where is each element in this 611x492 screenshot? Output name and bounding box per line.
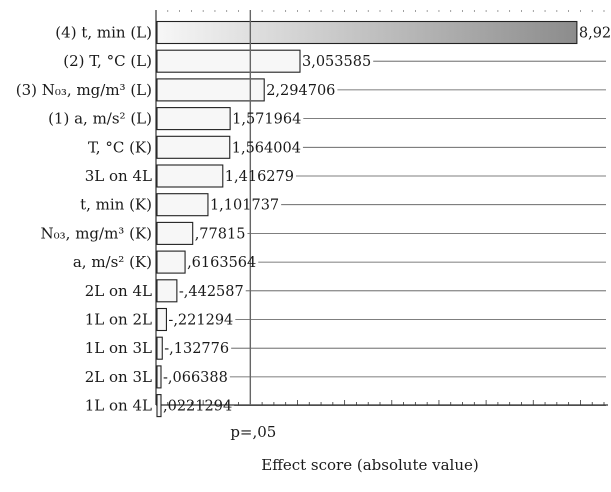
effect-bar bbox=[156, 164, 224, 188]
bar-value-label: ,6163564 bbox=[187, 255, 256, 271]
category-label: 2L on 3L bbox=[85, 368, 152, 386]
category-label: (1) a, m/s² (L) bbox=[48, 110, 152, 128]
reference-line-label: p=,05 bbox=[230, 423, 276, 441]
axes-layer bbox=[155, 10, 608, 406]
category-label: t, min (K) bbox=[80, 196, 152, 214]
bar-value-label: ,0221294 bbox=[163, 399, 232, 415]
bar-value-label: 1,564004 bbox=[232, 140, 301, 156]
bar-value-label: 1,571964 bbox=[232, 112, 301, 128]
effect-bar bbox=[156, 394, 162, 418]
effect-bar bbox=[156, 49, 301, 73]
effect-bar bbox=[156, 107, 231, 131]
category-label: 3L on 4L bbox=[85, 167, 152, 185]
category-label: (3) N₀₃, mg/m³ (L) bbox=[16, 81, 152, 99]
leader-lines-layer bbox=[229, 60, 606, 407]
bars-layer bbox=[156, 20, 578, 418]
category-label: 1L on 4L bbox=[85, 397, 152, 415]
bar-value-label: 1,101737 bbox=[210, 198, 279, 214]
effect-bar bbox=[156, 221, 194, 245]
bar-value-label: ,77815 bbox=[195, 226, 246, 242]
category-label: (4) t, min (L) bbox=[55, 24, 152, 42]
bar-value-label: -,221294 bbox=[168, 313, 233, 329]
bar-value-label: -,442587 bbox=[179, 284, 244, 300]
effect-bar bbox=[156, 336, 163, 360]
effect-bar bbox=[156, 365, 162, 389]
category-label: 2L on 4L bbox=[85, 282, 152, 300]
effect-bar bbox=[156, 279, 178, 303]
effect-bar bbox=[156, 20, 578, 45]
effect-bar bbox=[156, 78, 265, 102]
effect-bar bbox=[156, 307, 167, 332]
x-axis-title: Effect score (absolute value) bbox=[261, 456, 479, 474]
bar-value-label: 3,053585 bbox=[302, 54, 371, 70]
bar-value-label: -,066388 bbox=[163, 370, 228, 386]
bar-value-label: -,132776 bbox=[164, 341, 229, 357]
category-label: 1L on 2L bbox=[85, 311, 152, 329]
effect-bar bbox=[156, 193, 209, 217]
effect-bar bbox=[156, 250, 186, 274]
category-label: a, m/s² (K) bbox=[73, 253, 152, 271]
bar-value-label: 1,416279 bbox=[225, 169, 294, 185]
category-label: 1L on 3L bbox=[85, 339, 152, 357]
category-label: T, °C (K) bbox=[88, 138, 152, 156]
category-label: N₀₃, mg/m³ (K) bbox=[41, 224, 152, 242]
bar-value-label: 2,294706 bbox=[266, 83, 335, 99]
effect-bar bbox=[156, 135, 231, 159]
bar-value-label: 8,925 bbox=[579, 26, 611, 42]
labels-layer: 8,925 (4) t, min (L) 3,053585 (2) T, °C (L)… bbox=[16, 24, 611, 415]
category-label: (2) T, °C (L) bbox=[63, 52, 152, 70]
